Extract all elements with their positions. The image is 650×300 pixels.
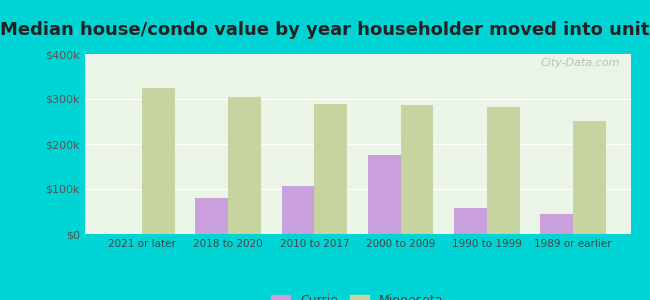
Bar <box>454 208 487 234</box>
Bar <box>540 214 573 234</box>
Bar <box>315 104 347 234</box>
Bar <box>228 97 261 234</box>
Bar <box>400 105 434 234</box>
Legend: Currie, Minnesota: Currie, Minnesota <box>268 291 447 300</box>
Text: Median house/condo value by year householder moved into unit: Median house/condo value by year househo… <box>0 21 650 39</box>
Bar <box>487 106 519 234</box>
Bar <box>573 121 606 234</box>
Bar <box>142 88 175 234</box>
Bar <box>368 155 400 234</box>
Bar <box>196 198 228 234</box>
Bar <box>281 186 315 234</box>
Text: City-Data.com: City-Data.com <box>540 58 619 68</box>
